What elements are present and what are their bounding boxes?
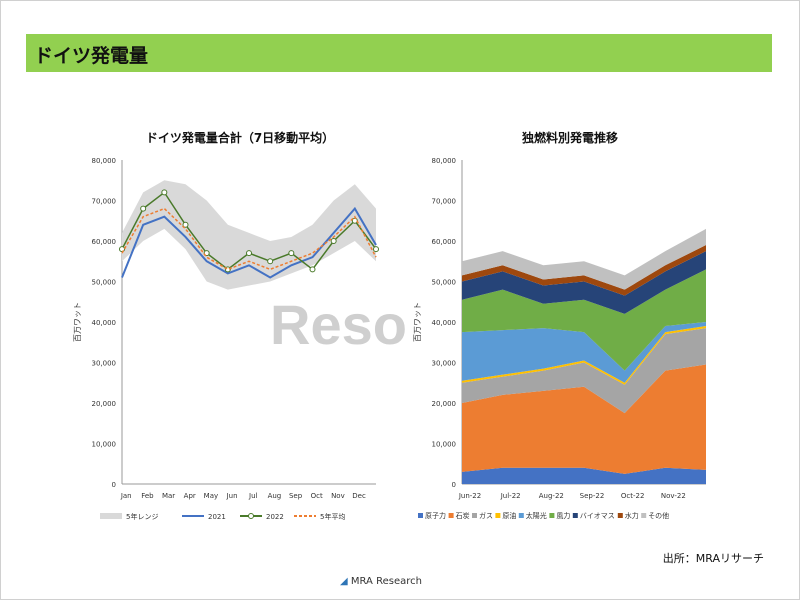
right-area-layer [462,322,706,383]
left-x-tick-label: Jun [226,492,238,500]
left-y-tick-label: 80,000 [92,157,117,165]
right-legend-swatch [495,513,501,518]
left-x-tick-label: Apr [184,492,196,500]
right-area-layer [462,326,706,385]
left-x-tick-label: Oct [311,492,323,500]
left-legend-swatch [100,513,122,519]
right-x-tick-label: Jul-22 [500,492,521,500]
left-x-tick-label: Dec [352,492,366,500]
left-legend-label: 2022 [266,513,284,521]
right-legend-swatch [518,513,524,518]
right-y-tick-label: 0 [452,481,456,489]
right-legend-label: 風力 [556,511,570,520]
left-y-tick-label: 30,000 [92,360,117,368]
left-series-point [161,189,168,196]
right-y-tick-label: 40,000 [432,319,457,327]
right-y-tick-label: 70,000 [432,198,457,206]
page-title: ドイツ発電量 [34,45,149,67]
left-y-axis-label: 百万ワット [73,302,82,342]
left-y-tick-label: 70,000 [92,198,117,206]
right-area-layer [462,364,706,474]
right-legend-label: 太陽光 [526,511,547,520]
source-note: 出所：MRAリサーチ [662,552,764,565]
right-legend-label: 石炭 [456,512,470,520]
right-area-layer [462,467,706,484]
left-series-point [246,250,252,257]
left-legend-label: 2021 [208,513,226,521]
left-series-point [140,205,147,212]
left-x-tick-label: Aug [268,492,282,500]
left-series-line [121,207,377,271]
right-y-tick-label: 80,000 [432,157,457,165]
left-legend-label: 5年平均 [320,512,345,521]
logo-text: MRA Research [350,576,422,587]
right-legend-swatch [617,513,623,518]
left-legend-label: 5年レンジ [126,512,158,521]
left-legend-marker [248,513,254,519]
right-area-layer [462,228,706,290]
right-legend-swatch [572,513,578,518]
left-series-point [330,238,337,244]
right-legend-swatch [418,513,423,518]
left-series-point [119,246,125,253]
left-x-tick-label: Sep [289,492,303,500]
left-x-tick-label: Nov [331,492,345,500]
left-x-tick-label: Jul [248,492,258,500]
logo-mark-icon: ◢ [340,576,348,587]
right-x-tick-label: Sep-22 [580,492,605,500]
right-y-axis-label: 百万ワット [413,302,422,342]
right-area-layer [462,328,706,414]
right-legend-label: 原油 [502,511,516,520]
right-y-tick-label: 50,000 [432,279,457,287]
left-y-tick-label: 20,000 [92,400,117,408]
left-series-point [288,250,295,257]
left-x-tick-label: Feb [141,492,154,500]
left-x-tick-label: May [204,492,218,500]
right-x-tick-label: Aug-22 [539,492,564,500]
left-series-point [267,258,274,265]
left-series-line [121,206,377,279]
right-area-layer [462,269,706,371]
right-y-tick-label: 10,000 [432,441,457,449]
title-bar: ドイツ発電量 [26,34,772,72]
left-y-tick-label: 50,000 [92,279,117,287]
left-y-tick-label: 40,000 [92,319,117,327]
right-x-tick-label: Jun-22 [458,492,481,500]
right-legend-label: その他 [648,511,669,520]
right-legend-label: バイオマス [580,512,615,520]
footer-logo: ◢ MRA Research [340,576,422,587]
right-legend-swatch [641,513,647,518]
right-area-layer [462,245,706,296]
left-series-point [182,221,189,228]
right-legend-label: 原子力 [425,511,446,520]
right-x-tick-label: Oct-22 [621,492,645,500]
watermark: Reso [270,293,407,356]
right-y-tick-label: 60,000 [432,238,457,246]
right-legend-label: ガス [479,511,493,520]
left-range-band [122,180,376,290]
left-chart-title: ドイツ発電量合計（7日移動平均） [145,131,335,145]
left-x-tick-label: Jan [120,492,132,500]
right-legend-swatch [448,513,454,518]
right-legend-swatch [549,513,555,518]
right-legend-label: 水力 [625,511,639,520]
left-y-tick-label: 10,000 [92,441,117,449]
right-chart-title: 独燃料別発電推移 [521,131,618,145]
left-y-tick-label: 60,000 [92,238,117,246]
left-y-tick-label: 0 [112,481,116,489]
left-series-point [373,246,379,253]
right-y-tick-label: 30,000 [432,360,457,368]
left-x-tick-label: Mar [162,492,175,500]
left-series-point [309,266,316,273]
right-area-layer [462,251,706,314]
right-x-tick-label: Nov-22 [661,492,686,500]
right-legend-swatch [472,513,477,518]
right-y-tick-label: 20,000 [432,400,457,408]
